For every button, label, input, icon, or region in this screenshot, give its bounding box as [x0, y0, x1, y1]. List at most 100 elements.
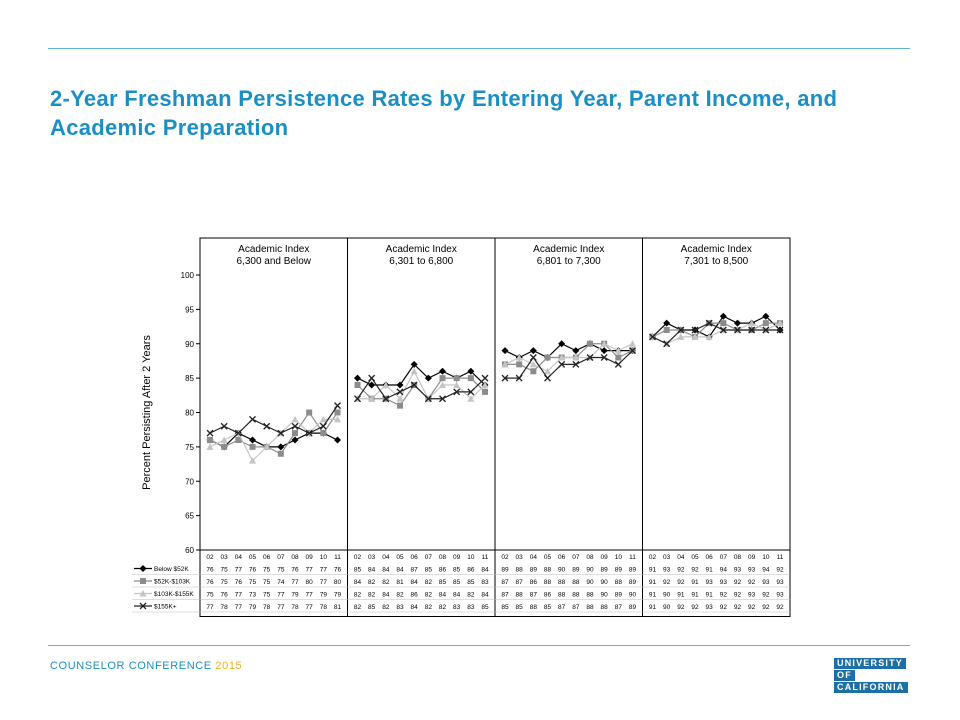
- data-label: 92: [720, 592, 728, 599]
- panel-title-line2: 7,301 to 8,500: [684, 256, 748, 267]
- data-label: 91: [706, 592, 714, 599]
- data-label: 82: [354, 592, 362, 599]
- data-label: 92: [734, 579, 742, 586]
- data-point: [572, 360, 580, 368]
- legend-marker: [139, 602, 147, 610]
- data-label: 91: [677, 592, 685, 599]
- data-label: 84: [411, 604, 419, 611]
- data-point: [368, 374, 376, 382]
- panel-title-line2: 6,801 to 7,300: [537, 256, 601, 267]
- x-tick-label: 02: [354, 554, 362, 561]
- data-point: [206, 443, 214, 450]
- data-label: 81: [396, 579, 404, 586]
- legend-label: $155K+: [154, 604, 177, 611]
- data-label: 86: [467, 567, 475, 574]
- data-label: 78: [291, 604, 299, 611]
- top-rule: [48, 48, 910, 49]
- y-tick-label: 100: [181, 271, 195, 280]
- data-point: [691, 326, 699, 334]
- panel-title-line1: Academic Index: [238, 244, 309, 255]
- data-point: [516, 361, 523, 368]
- data-label: 75: [277, 567, 285, 574]
- data-point: [396, 388, 404, 396]
- x-tick-label: 09: [306, 554, 314, 561]
- data-label: 83: [453, 604, 461, 611]
- legend-marker: [139, 590, 147, 597]
- x-tick-label: 04: [382, 554, 390, 561]
- data-label: 86: [530, 579, 538, 586]
- data-label: 87: [572, 604, 580, 611]
- data-point: [719, 312, 727, 320]
- data-label: 87: [558, 604, 566, 611]
- data-point: [467, 375, 474, 382]
- data-point: [439, 367, 446, 375]
- data-label: 87: [615, 604, 623, 611]
- data-point: [515, 354, 523, 361]
- data-label: 92: [776, 567, 784, 574]
- data-label: 90: [601, 592, 609, 599]
- y-tick-label: 75: [185, 443, 194, 452]
- series-line: [652, 322, 780, 345]
- data-label: 77: [306, 567, 314, 574]
- data-label: 88: [558, 592, 566, 599]
- data-point: [319, 422, 327, 430]
- data-point: [397, 402, 403, 409]
- data-point: [439, 381, 446, 388]
- data-label: 76: [249, 567, 257, 574]
- data-label: 92: [677, 604, 685, 611]
- x-tick-label: 09: [748, 554, 756, 561]
- x-tick-label: 10: [467, 554, 475, 561]
- data-point: [207, 437, 213, 443]
- data-point: [663, 340, 671, 348]
- data-label: 90: [558, 567, 566, 574]
- data-label: 93: [748, 592, 756, 599]
- x-tick-label: 05: [691, 554, 699, 561]
- data-point: [249, 436, 256, 444]
- x-tick-label: 03: [221, 554, 229, 561]
- data-label: 89: [615, 592, 623, 599]
- data-label: 89: [530, 567, 538, 574]
- data-label: 92: [734, 592, 742, 599]
- data-label: 76: [206, 579, 214, 586]
- data-label: 85: [425, 567, 433, 574]
- data-label: 84: [453, 592, 461, 599]
- data-label: 89: [572, 567, 580, 574]
- data-label: 82: [354, 604, 362, 611]
- data-label: 85: [516, 604, 524, 611]
- data-label: 82: [368, 579, 376, 586]
- data-label: 88: [544, 579, 552, 586]
- data-point: [277, 450, 284, 457]
- data-label: 93: [734, 567, 742, 574]
- data-label: 90: [586, 579, 594, 586]
- data-point: [501, 347, 509, 355]
- data-label: 84: [382, 592, 390, 599]
- data-point: [334, 402, 341, 410]
- y-tick-label: 95: [185, 305, 194, 314]
- data-point: [776, 326, 784, 334]
- data-label: 91: [649, 604, 657, 611]
- x-tick-label: 03: [663, 554, 671, 561]
- data-label: 77: [235, 567, 243, 574]
- y-tick-label: 65: [185, 512, 194, 521]
- data-point: [572, 354, 580, 361]
- legend-marker: [139, 565, 147, 572]
- data-point: [305, 429, 313, 437]
- data-point: [762, 312, 770, 320]
- x-tick-label: 06: [558, 554, 566, 561]
- data-label: 83: [396, 604, 404, 611]
- data-label: 91: [691, 592, 699, 599]
- data-label: 84: [411, 579, 419, 586]
- data-label: 84: [481, 567, 489, 574]
- data-point: [334, 436, 341, 444]
- data-point: [481, 374, 489, 382]
- data-point: [234, 429, 242, 437]
- footer: COUNSELOR CONFERENCE 2015: [50, 660, 242, 672]
- data-label: 84: [439, 592, 447, 599]
- slide-title: 2-Year Freshman Persistence Rates by Ent…: [50, 86, 838, 140]
- series-line: [505, 350, 633, 380]
- series-line: [209, 432, 338, 448]
- data-label: 84: [368, 567, 376, 574]
- data-label: 77: [235, 604, 243, 611]
- data-label: 82: [382, 579, 390, 586]
- data-point: [263, 443, 271, 450]
